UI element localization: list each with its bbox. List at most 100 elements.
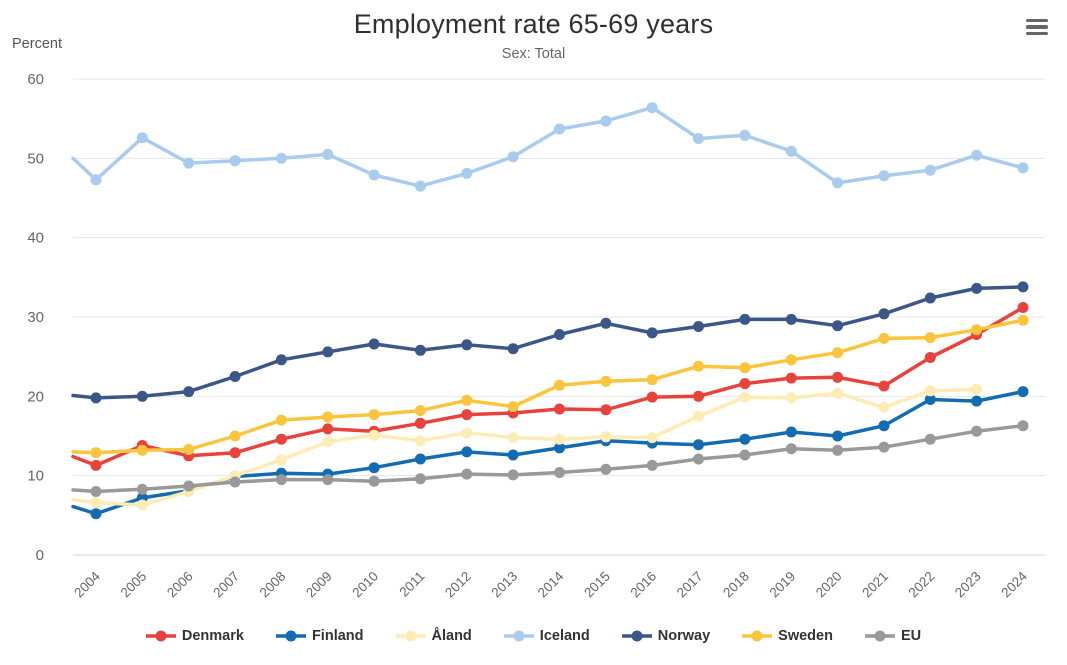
series-marker-sweden xyxy=(90,447,102,459)
y-tick-label: 30 xyxy=(27,309,44,326)
legend-item-label: Denmark xyxy=(181,628,244,644)
legend-item-label: Åland xyxy=(431,628,472,644)
series-marker-iceland xyxy=(461,167,473,179)
x-tick-label: 2012 xyxy=(442,569,474,601)
y-tick-label: 0 xyxy=(36,547,44,564)
series-marker-iceland xyxy=(878,170,890,182)
series-marker-finland xyxy=(368,462,380,474)
series-marker-sweden xyxy=(832,347,844,359)
series-marker-norway xyxy=(275,354,287,366)
legend-item-label: Norway xyxy=(657,628,711,644)
series-marker-sweden xyxy=(878,332,890,344)
series-marker-finland xyxy=(878,420,890,432)
legend-series-icon xyxy=(395,630,426,642)
legend-series-icon xyxy=(742,630,773,642)
legend-item-iceland[interactable]: Iceland xyxy=(503,628,590,644)
series-marker-denmark xyxy=(414,417,426,429)
legend-item-denmark[interactable]: Denmark xyxy=(145,628,244,644)
series-marker-iceland xyxy=(1017,162,1029,174)
legend-series-icon xyxy=(275,630,306,642)
series-marker-iceland xyxy=(414,180,426,192)
x-tick-label: 2014 xyxy=(535,568,567,600)
y-tick-label: 20 xyxy=(27,388,44,405)
y-tick-label: 60 xyxy=(27,71,44,88)
series-marker-finland xyxy=(693,439,704,451)
x-tick-label: 2021 xyxy=(859,569,891,601)
series-marker-eu xyxy=(600,463,612,475)
legend-item-label: Iceland xyxy=(539,628,590,644)
series-marker-denmark xyxy=(600,404,612,416)
series-marker-sweden xyxy=(924,332,936,344)
legend-series-icon xyxy=(864,630,895,642)
series-marker-finland xyxy=(924,394,936,405)
series-marker-denmark xyxy=(554,403,565,415)
series-marker-iceland xyxy=(600,115,612,127)
series-marker-åland xyxy=(554,433,565,445)
series-marker-norway xyxy=(461,339,473,351)
series-marker-åland xyxy=(414,435,426,447)
series-marker-iceland xyxy=(136,132,148,144)
series-marker-åland xyxy=(507,432,519,444)
series-marker-norway xyxy=(368,338,380,350)
legend-item-norway[interactable]: Norway xyxy=(621,628,711,644)
legend-item-åland[interactable]: Åland xyxy=(395,628,472,644)
series-marker-iceland xyxy=(785,145,797,157)
series-marker-iceland xyxy=(832,177,844,189)
y-tick-label: 10 xyxy=(27,468,44,485)
series-marker-norway xyxy=(739,313,751,325)
legend-item-label: Finland xyxy=(311,628,364,644)
series-marker-finland xyxy=(785,426,797,438)
series-marker-denmark xyxy=(90,459,102,471)
series-marker-åland xyxy=(878,401,890,413)
series-marker-finland xyxy=(461,446,473,458)
series-marker-sweden xyxy=(1017,314,1029,326)
series-marker-sweden xyxy=(183,444,195,455)
series-marker-denmark xyxy=(878,380,890,392)
series-marker-eu xyxy=(739,449,751,461)
series-marker-eu xyxy=(414,473,426,485)
series-marker-norway xyxy=(785,313,797,325)
series-marker-sweden xyxy=(414,405,426,417)
series-line-iceland xyxy=(71,105,1025,188)
series-marker-eu xyxy=(554,467,565,478)
series-marker-sweden xyxy=(368,409,380,421)
series-marker-iceland xyxy=(183,157,195,169)
x-tick-label: 2009 xyxy=(303,569,335,601)
series-marker-finland xyxy=(507,449,519,461)
series-marker-eu xyxy=(183,480,195,492)
series-marker-eu xyxy=(507,469,519,481)
x-tick-label: 2007 xyxy=(210,569,242,601)
legend-series-icon xyxy=(145,630,176,642)
series-marker-norway xyxy=(136,390,148,402)
series-line-norway xyxy=(71,285,1025,400)
series-marker-norway xyxy=(554,329,565,340)
legend-item-finland[interactable]: Finland xyxy=(275,628,364,644)
series-marker-denmark xyxy=(1017,302,1029,313)
series-marker-eu xyxy=(229,476,241,488)
series-marker-iceland xyxy=(229,155,241,167)
series-line-sweden xyxy=(71,318,1025,455)
legend-item-sweden[interactable]: Sweden xyxy=(742,628,833,644)
x-tick-label: 2013 xyxy=(488,569,520,601)
series-marker-sweden xyxy=(275,414,287,426)
series-marker-åland xyxy=(693,410,704,422)
series-marker-denmark xyxy=(785,372,797,384)
series-marker-åland xyxy=(646,432,658,444)
chart-title: Employment rate 65-69 years xyxy=(353,9,714,39)
chart-context-menu-button[interactable] xyxy=(1023,14,1051,40)
x-tick-label: 2015 xyxy=(581,569,613,601)
x-tick-label: 2018 xyxy=(720,569,752,601)
series-marker-åland xyxy=(785,392,797,404)
series-marker-sweden xyxy=(322,411,334,423)
series-marker-eu xyxy=(646,459,658,471)
series-marker-finland xyxy=(832,430,844,442)
series-marker-iceland xyxy=(924,164,936,176)
legend-series-icon xyxy=(503,630,534,642)
series-marker-denmark xyxy=(832,371,844,383)
legend-item-eu[interactable]: EU xyxy=(864,628,921,644)
series-marker-finland xyxy=(90,508,102,520)
series-marker-eu xyxy=(136,483,148,495)
series-marker-denmark xyxy=(275,433,287,445)
series-marker-norway xyxy=(878,308,890,320)
